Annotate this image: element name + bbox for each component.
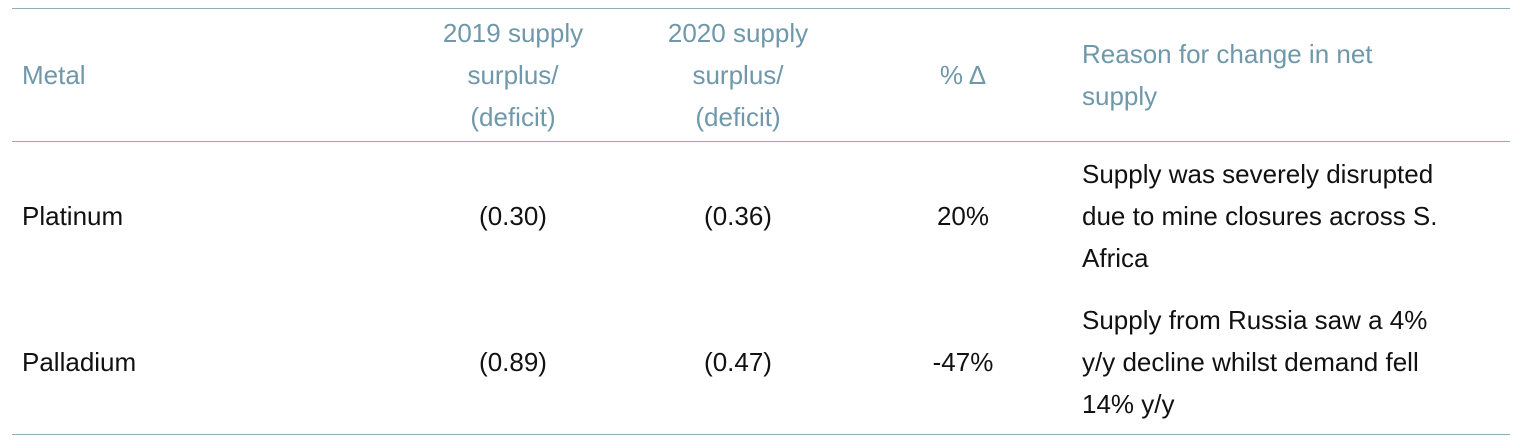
cell-text: 2020 supply — [667, 17, 809, 48]
cell-text: Africa — [1082, 242, 1149, 273]
cell-text: 2019 supply — [442, 17, 584, 48]
cell-text: (0.89) — [479, 347, 547, 377]
table-cell: Platinum — [22, 141, 322, 290]
bottom-rule — [12, 434, 1510, 435]
table-cell: (0.36) — [638, 141, 838, 290]
cell-text: (0.36) — [704, 200, 772, 231]
cell-text: Supply from Russia saw a 4% — [1082, 305, 1428, 335]
table-cell: (0.89) — [413, 290, 613, 434]
table-cell: (0.47) — [638, 290, 838, 434]
cell-text: 20% — [936, 200, 990, 231]
header-cell: 2020 supply surplus/ (deficit) — [638, 8, 838, 141]
cell-text: (deficit) — [470, 101, 556, 132]
table-cell: (0.30) — [413, 141, 613, 290]
header-cell: 2019 supply surplus/ (deficit) — [413, 8, 613, 141]
table-cell: Supply from Russia saw a 4% y/y decline w… — [1082, 290, 1512, 434]
cell-text: % Δ — [939, 59, 987, 90]
cell-text: due to mine closures across S. — [1082, 200, 1438, 231]
cell-text: -47% — [932, 347, 994, 377]
table-cell: -47% — [883, 290, 1043, 434]
cell-text: Palladium — [22, 347, 137, 377]
cell-text: 14% y/y — [1082, 389, 1175, 419]
top-rule — [12, 8, 1510, 9]
cell-text: Supply was severely disrupted — [1082, 158, 1434, 189]
cell-text: surplus/ — [467, 59, 559, 90]
header-rule — [12, 141, 1510, 142]
cell-text: y/y decline whilst demand fell — [1082, 347, 1419, 377]
table-cell: 20% — [883, 141, 1043, 290]
header-cell: Metal — [22, 8, 322, 141]
cell-text: Reason for change in net — [1082, 38, 1373, 69]
header-cell: Reason for change in net supply — [1082, 8, 1512, 141]
cell-text: Metal — [22, 59, 86, 90]
cell-text: (0.47) — [704, 347, 772, 377]
header-cell: % Δ — [883, 8, 1043, 141]
cell-text: (0.30) — [479, 200, 547, 231]
cell-text: (deficit) — [695, 101, 781, 132]
table-cell: Supply was severely disrupted due to mine… — [1082, 141, 1512, 290]
cell-text: surplus/ — [692, 59, 784, 90]
cell-text: Platinum — [22, 200, 124, 231]
table-cell: Palladium — [22, 290, 322, 434]
cell-text: supply — [1082, 80, 1158, 111]
